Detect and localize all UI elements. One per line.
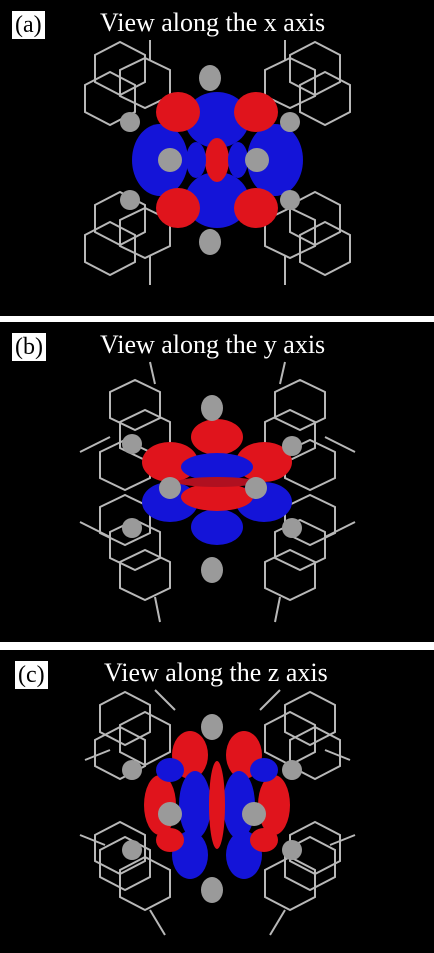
panel-title: View along the z axis [104, 658, 328, 687]
molecule-render-z [79, 689, 356, 936]
panel-view-x: (a) View along the x axis [0, 0, 434, 316]
panel-tag: (b) [11, 332, 47, 362]
panel-view-z: (c) View along the z axis [0, 650, 434, 953]
panel-title: View along the x axis [100, 8, 326, 37]
panel-tag: (a) [11, 10, 46, 40]
molecule-render-x [84, 40, 351, 285]
panel-view-y: (b) View along the y axis [0, 322, 434, 642]
panel-title: View along the y axis [100, 330, 326, 359]
panel-tag: (c) [14, 660, 49, 690]
molecule-render-y [79, 361, 356, 623]
